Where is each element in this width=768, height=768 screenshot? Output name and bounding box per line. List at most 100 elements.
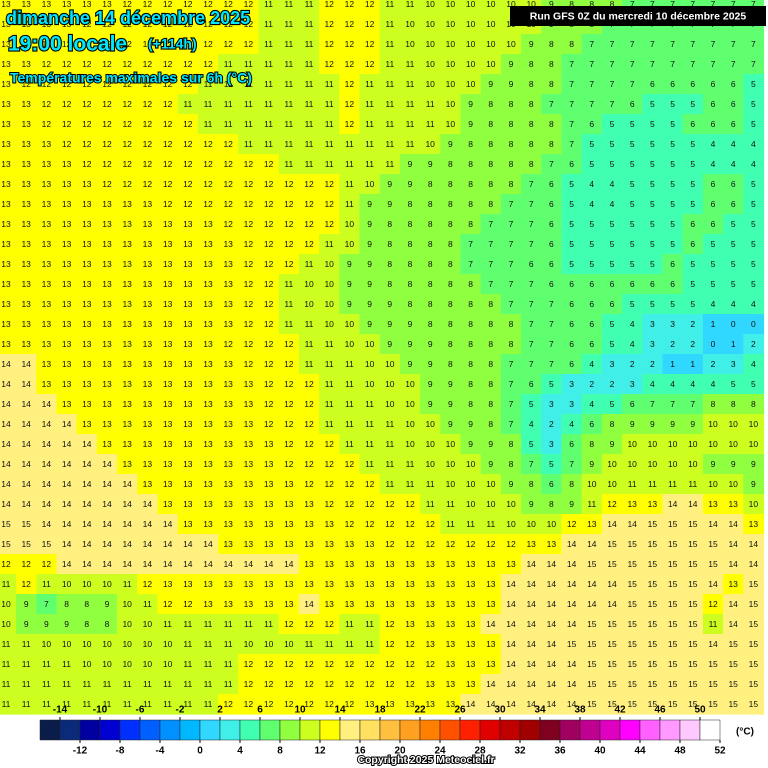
temperature-value: 5 <box>630 179 635 189</box>
temperature-value: 8 <box>468 339 473 349</box>
temperature-value: 8 <box>488 379 493 389</box>
temperature-value: 12 <box>345 79 355 89</box>
temperature-cell <box>218 254 239 275</box>
temperature-value: 12 <box>345 479 355 489</box>
temperature-value: 8 <box>509 119 514 129</box>
temperature-value: 13 <box>486 659 496 669</box>
temperature-value: 12 <box>385 619 395 629</box>
temperature-cell <box>622 354 643 375</box>
temperature-value: 7 <box>630 39 635 49</box>
temperature-value: 10 <box>405 419 415 429</box>
temperature-value: 12 <box>365 19 375 29</box>
temperature-cell <box>541 94 563 115</box>
temperature-cell <box>359 594 381 615</box>
temperature-cell <box>137 454 159 475</box>
temperature-value: 12 <box>304 619 314 629</box>
temperature-value: 5 <box>610 139 615 149</box>
temperature-cell <box>278 334 300 355</box>
temperature-cell <box>339 594 361 615</box>
legend-swatch <box>239 719 261 741</box>
temperature-cell <box>581 194 603 215</box>
temperature-value: 5 <box>630 299 635 309</box>
temperature-value: 5 <box>670 119 675 129</box>
temperature-cell <box>36 274 58 295</box>
temperature-cell <box>76 614 98 635</box>
temperature-cell <box>197 434 219 455</box>
temperature-cell <box>541 654 563 675</box>
temperature-cell <box>682 34 704 55</box>
temperature-cell <box>258 234 280 255</box>
temperature-cell <box>541 574 563 595</box>
temperature-cell <box>480 494 502 515</box>
temperature-value: 10 <box>324 279 334 289</box>
temperature-value: 11 <box>183 699 192 709</box>
temperature-cell <box>642 74 664 95</box>
temperature-value: 6 <box>529 379 534 389</box>
temperature-cell <box>359 494 381 515</box>
temperature-value: 5 <box>589 159 594 169</box>
temperature-value: 14 <box>486 699 496 709</box>
temperature-cell <box>480 454 502 475</box>
temperature-value: 12 <box>163 119 173 129</box>
temperature-cell <box>96 434 118 455</box>
temperature-value: 11 <box>204 639 213 649</box>
temperature-value: 6 <box>569 439 574 449</box>
temperature-cell <box>117 554 138 575</box>
temperature-value: 5 <box>569 219 574 229</box>
temperature-value: 10 <box>102 659 112 669</box>
temperature-cell <box>399 554 421 575</box>
temperature-value: 9 <box>751 459 756 469</box>
temperature-value: 7 <box>529 299 534 309</box>
temperature-value: 15 <box>42 539 52 549</box>
temperature-value: 13 <box>62 239 72 249</box>
temperature-value: 7 <box>630 79 635 89</box>
temperature-value: 7 <box>731 59 736 69</box>
temperature-cell <box>480 234 502 255</box>
temperature-cell <box>319 514 340 535</box>
temperature-value: 13 <box>223 299 233 309</box>
temperature-value: 13 <box>183 439 193 449</box>
temperature-cell <box>500 74 522 95</box>
temperature-value: 13 <box>486 639 496 649</box>
temperature-cell <box>399 154 421 175</box>
temperature-value: 12 <box>304 419 314 429</box>
temperature-cell <box>399 94 421 115</box>
temperature-cell <box>117 434 138 455</box>
temperature-value: 11 <box>264 0 273 9</box>
temperature-cell <box>399 54 421 75</box>
temperature-value: 6 <box>711 79 716 89</box>
temperature-cell <box>218 294 239 315</box>
temperature-value: 13 <box>223 359 233 369</box>
temperature-value: 13 <box>42 259 52 269</box>
temperature-value: 12 <box>244 359 254 369</box>
temperature-cell <box>238 454 260 475</box>
temperature-cell <box>500 314 522 335</box>
temperature-value: 14 <box>1 419 11 429</box>
temperature-value: 7 <box>751 39 756 49</box>
temperature-cell <box>702 394 724 415</box>
temperature-value: 9 <box>408 319 413 329</box>
temperature-cell <box>76 634 98 655</box>
temperature-value: 6 <box>690 239 695 249</box>
temperature-cell <box>177 414 199 435</box>
temperature-value: 11 <box>345 419 354 429</box>
temperature-value: 13 <box>405 559 415 569</box>
temperature-cell <box>278 94 300 115</box>
temperature-value: 12 <box>143 59 153 69</box>
temperature-cell <box>137 374 159 395</box>
temperature-cell <box>500 434 522 455</box>
temperature-value: 10 <box>648 439 658 449</box>
temperature-cell <box>137 474 159 495</box>
temperature-value: 15 <box>607 699 617 709</box>
temperature-cell <box>238 594 260 615</box>
temperature-cell <box>622 514 643 535</box>
temperature-cell <box>682 634 704 655</box>
temperature-cell <box>379 314 401 335</box>
temperature-value: 14 <box>526 619 536 629</box>
temperature-value: 13 <box>244 439 254 449</box>
temperature-cell <box>682 574 704 595</box>
temperature-cell <box>359 234 381 255</box>
temperature-value: 11 <box>42 679 51 689</box>
temperature-cell <box>258 454 280 475</box>
temperature-cell <box>359 414 381 435</box>
